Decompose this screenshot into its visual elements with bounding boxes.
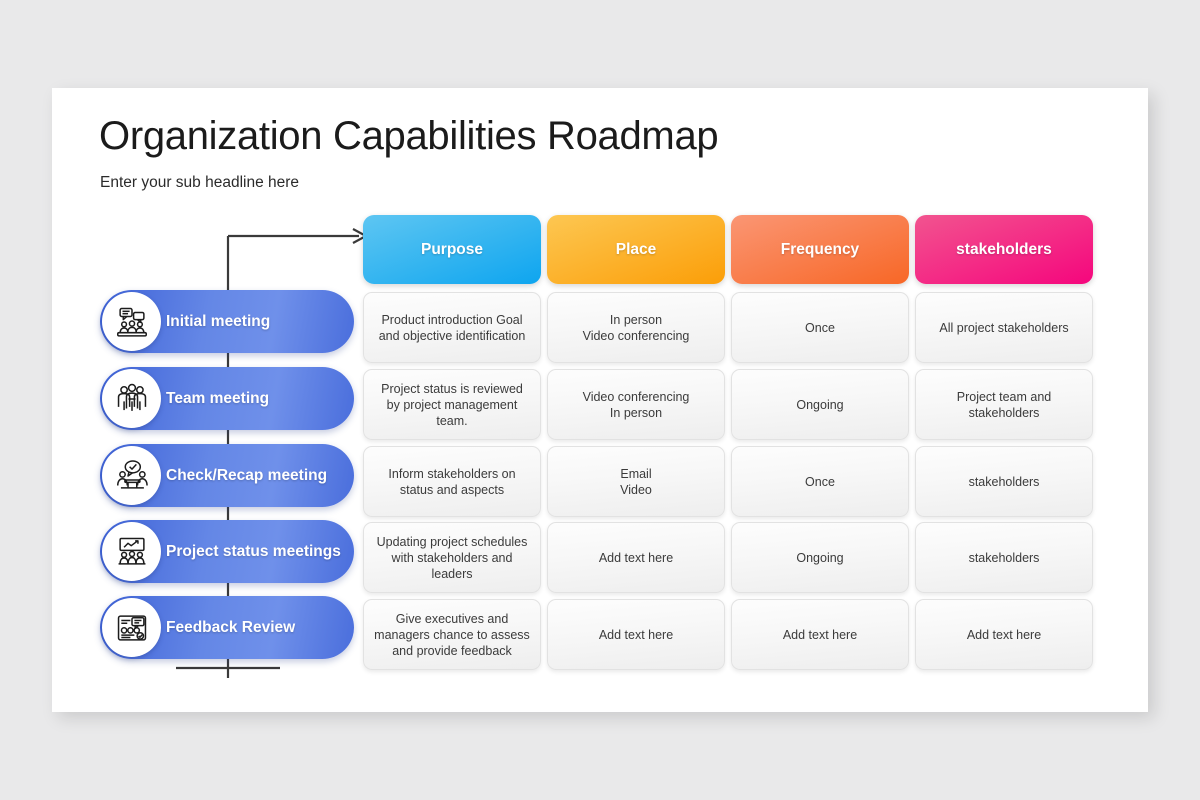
stage-row[interactable]: Initial meeting (100, 290, 354, 353)
stage-row[interactable]: Feedback Review (100, 596, 354, 659)
column-header-label: Frequency (780, 240, 860, 258)
stage-row[interactable]: Project status meetings (100, 520, 354, 583)
stage-label: Check/Recap meeting (166, 467, 328, 484)
stage-label: Team meeting (166, 390, 270, 407)
table-cell[interactable]: Add text here (547, 599, 725, 670)
cell-text: Project team and stakeholders (956, 389, 1052, 420)
table-cell[interactable]: Video conferencing In person (547, 369, 725, 440)
page-subtitle: Enter your sub headline here (100, 174, 300, 191)
table-cell[interactable]: Product introduction Goal and objective … (363, 292, 541, 363)
cell-text: All project stakeholders (939, 320, 1069, 335)
cell-text: Once (805, 320, 835, 335)
team-group-icon (102, 369, 161, 428)
meeting-discussion-icon (102, 292, 161, 351)
cell-text: In person Video conferencing (582, 312, 690, 343)
cell-text: Project status is reviewed by project ma… (381, 381, 523, 428)
column-header-purpose[interactable]: Purpose (363, 215, 541, 284)
table-cell[interactable]: stakeholders (915, 446, 1093, 517)
table-cell[interactable]: Email Video (547, 446, 725, 517)
cell-text: Email Video (620, 466, 652, 497)
table-cell[interactable]: Ongoing (731, 522, 909, 593)
cell-text: Add text here (966, 627, 1042, 642)
table-cell[interactable]: Add text here (731, 599, 909, 670)
cell-text: Add text here (598, 550, 674, 565)
table-cell[interactable]: Project status is reviewed by project ma… (363, 369, 541, 440)
cell-text: Add text here (598, 627, 674, 642)
column-header-stakeholders[interactable]: stakeholders (915, 215, 1093, 284)
table-cell[interactable]: Add text here (547, 522, 725, 593)
cell-text: Add text here (782, 627, 858, 642)
table-cell[interactable]: Once (731, 446, 909, 517)
table-cell[interactable]: stakeholders (915, 522, 1093, 593)
cell-text: Give executives and managers chance to a… (374, 611, 530, 658)
column-header-label: Place (615, 240, 657, 258)
stage-label: Project status meetings (166, 543, 341, 560)
cell-text: Once (805, 474, 835, 489)
stage-row[interactable]: Team meeting (100, 367, 354, 430)
recap-check-icon (102, 446, 161, 505)
table-cell[interactable]: Once (731, 292, 909, 363)
table-cell[interactable]: Give executives and managers chance to a… (363, 599, 541, 670)
cell-text: Ongoing (796, 550, 844, 565)
table-cell[interactable]: Updating project schedules with stakehol… (363, 522, 541, 593)
cell-text: Inform stakeholders on status and aspect… (388, 466, 516, 497)
cell-text: stakeholders (968, 474, 1040, 489)
presentation-board-icon (102, 522, 161, 581)
column-header-label: stakeholders (956, 240, 1052, 258)
table-cell[interactable]: Ongoing (731, 369, 909, 440)
stage-label: Feedback Review (166, 619, 296, 636)
cell-text: stakeholders (968, 550, 1040, 565)
table-cell[interactable]: Inform stakeholders on status and aspect… (363, 446, 541, 517)
cell-text: Updating project schedules with stakehol… (376, 534, 528, 581)
stage-label: Initial meeting (166, 313, 271, 330)
table-cell[interactable]: Project team and stakeholders (915, 369, 1093, 440)
cell-text: Product introduction Goal and objective … (378, 312, 526, 343)
column-header-frequency[interactable]: Frequency (731, 215, 909, 284)
feedback-review-icon (102, 598, 161, 657)
table-cell[interactable]: All project stakeholders (915, 292, 1093, 363)
slide-card: Organization Capabilities Roadmap Enter … (52, 88, 1148, 712)
page-title: Organization Capabilities Roadmap (99, 114, 719, 158)
table-cell[interactable]: Add text here (915, 599, 1093, 670)
column-header-place[interactable]: Place (547, 215, 725, 284)
cell-text: Ongoing (796, 397, 844, 412)
cell-text: Video conferencing In person (582, 389, 690, 420)
column-header-label: Purpose (420, 240, 483, 258)
table-cell[interactable]: In person Video conferencing (547, 292, 725, 363)
stage-row[interactable]: Check/Recap meeting (100, 444, 354, 507)
